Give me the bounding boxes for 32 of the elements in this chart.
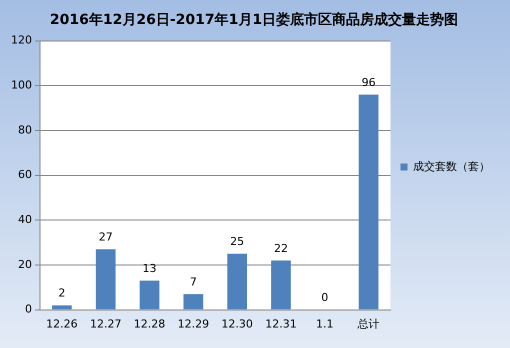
y-tick-label: 60 [18,168,32,182]
y-tick-label: 100 [10,78,32,92]
y-tick-label: 0 [24,302,32,316]
bar [140,280,160,310]
x-tick-label: 1.1 [316,317,334,330]
x-tick-label: 12.27 [90,317,122,330]
data-label: 7 [190,275,197,288]
x-tick-label: 12.31 [265,317,297,330]
data-label: 22 [274,242,288,255]
y-tick-label: 80 [18,123,32,136]
data-label: 25 [230,235,244,248]
data-label: 96 [362,76,376,89]
legend-label: 成交套数（套） [413,160,490,173]
bar [96,249,116,310]
bar [52,305,72,310]
x-tick-label: 12.26 [46,317,78,330]
data-label: 2 [58,286,66,300]
x-tick-label: 12.30 [221,317,253,330]
x-tick-label: 12.29 [178,317,210,330]
bar [271,260,291,310]
bar [227,254,248,310]
data-label: 27 [98,230,113,244]
x-tick-label: 12.28 [134,317,166,330]
y-tick-label: 120 [10,34,32,47]
bar [183,294,204,310]
data-label: 13 [142,262,157,276]
x-tick-label: 总计 [356,317,380,330]
bar [358,94,378,310]
y-tick-label: 20 [18,258,32,271]
y-tick-label: 40 [18,212,32,226]
chart-title: 2016年12月26日-2017年1月1日娄底市区商品房成交量走势图 [50,11,458,28]
data-label: 0 [321,291,328,304]
